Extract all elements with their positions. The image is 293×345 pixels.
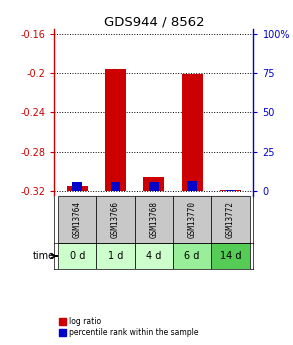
- Bar: [135, 196, 173, 243]
- Bar: [72, 182, 82, 191]
- Bar: [143, 177, 164, 191]
- Bar: [96, 196, 135, 243]
- Bar: [211, 243, 250, 269]
- Bar: [211, 196, 250, 243]
- Bar: [135, 243, 173, 269]
- Text: GSM13764: GSM13764: [73, 201, 82, 238]
- Bar: [220, 190, 241, 191]
- Text: 6 d: 6 d: [185, 251, 200, 261]
- Text: 14 d: 14 d: [220, 251, 241, 261]
- Bar: [187, 181, 197, 191]
- Bar: [58, 196, 96, 243]
- Text: GSM13766: GSM13766: [111, 201, 120, 238]
- Text: time: time: [32, 251, 54, 261]
- Bar: [173, 196, 211, 243]
- Text: 1 d: 1 d: [108, 251, 123, 261]
- Bar: [96, 243, 135, 269]
- Text: GSM13768: GSM13768: [149, 201, 158, 238]
- Text: 4 d: 4 d: [146, 251, 161, 261]
- Bar: [173, 243, 211, 269]
- Bar: [58, 243, 96, 269]
- Text: GSM13772: GSM13772: [226, 201, 235, 238]
- Bar: [105, 69, 126, 191]
- Title: GDS944 / 8562: GDS944 / 8562: [103, 15, 204, 28]
- Bar: [182, 74, 203, 191]
- Bar: [111, 182, 120, 191]
- Bar: [67, 186, 88, 191]
- Legend: log ratio, percentile rank within the sample: log ratio, percentile rank within the sa…: [58, 316, 199, 338]
- Bar: [149, 182, 159, 191]
- Text: GSM13770: GSM13770: [188, 201, 197, 238]
- Bar: [226, 190, 235, 191]
- Text: 0 d: 0 d: [69, 251, 85, 261]
